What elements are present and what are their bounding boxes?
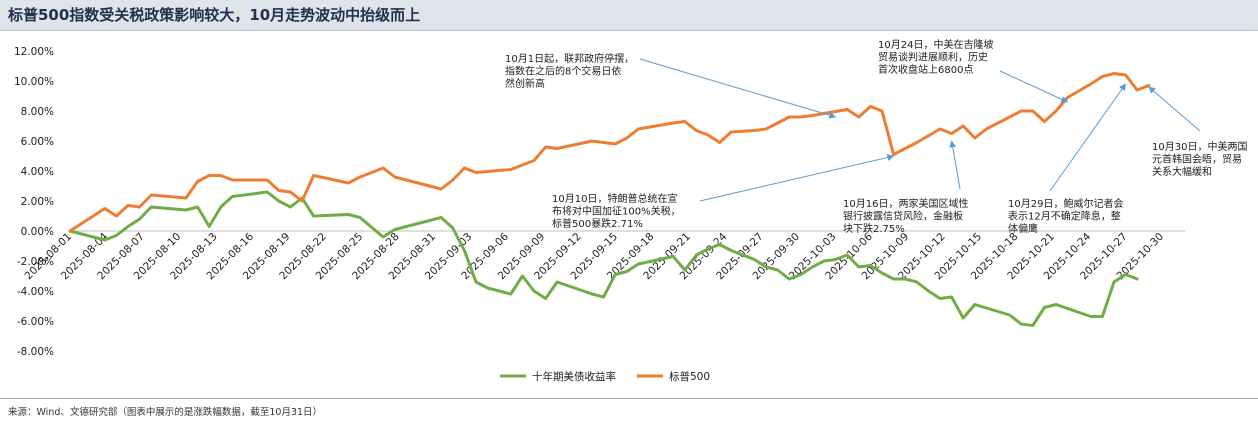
y-tick-label: 4.00%: [21, 166, 54, 178]
source-note: 来源：Wind、文德研究部（图表中展示的是涨跌幅数据，截至10月31日）: [8, 407, 323, 418]
annotation-arrow: [639, 58, 837, 119]
annotation-arrow: [999, 70, 1069, 103]
legend: 十年期美债收益率 标普500: [500, 370, 710, 383]
y-tick-label: -4.00%: [17, 286, 54, 298]
footer-divider: [0, 398, 1258, 399]
annotation-arrow: [949, 140, 961, 190]
y-tick-label: 2.00%: [21, 196, 54, 208]
y-tick-label: -6.00%: [17, 316, 54, 328]
y-tick-label: 10.00%: [14, 76, 54, 88]
annotation-text: 体偏鹰: [1008, 222, 1038, 235]
series-group: [68, 72, 1151, 327]
x-axis: 2025-08-012025-08-042025-08-072025-08-10…: [22, 230, 1166, 282]
legend-label: 标普500: [669, 370, 710, 383]
y-axis: 12.00% 10.00% 8.00% 6.00% 4.00% 2.00% 0.00% -2.…: [14, 46, 1185, 358]
annotation-text: 贸易谈判进展顺利，历史: [878, 51, 988, 64]
annotation-text: 然创新高: [505, 77, 545, 90]
legend-label: 十年期美债收益率: [532, 370, 616, 383]
treasury-yield-line: [68, 190, 1139, 327]
chart-title: 标普500指数受关税政策影响较大，10月走势波动中抬级而上: [8, 6, 421, 24]
annotation-text: 块下跌2.75%: [843, 222, 905, 235]
annotation-arrow: [699, 154, 895, 202]
annotation-text: 首次收盘站上6800点: [878, 63, 973, 76]
annotation-text: 标普500暴跌2.71%: [552, 217, 643, 230]
y-tick-label: 12.00%: [14, 46, 54, 58]
y-tick-label: 6.00%: [21, 136, 54, 148]
annotation-arrow: [1148, 86, 1201, 132]
annotation-text: 10月1日起，联邦政府停摆，: [505, 52, 634, 65]
annotation-text: 10月30日，中美两国: [1152, 140, 1247, 153]
annotation-text: 10月24日，中美在吉隆坡: [878, 38, 993, 51]
title-bar: 标普500指数受关税政策影响较大，10月走势波动中抬级而上: [0, 0, 1258, 31]
y-tick-label: 0.00%: [21, 226, 54, 238]
line-chart: 12.00% 10.00% 8.00% 6.00% 4.00% 2.00% 0.00% -2.…: [14, 38, 1248, 383]
annotation-text: 10月29日，鲍威尔记者会: [1008, 197, 1123, 210]
annotation-text: 关系大幅缓和: [1152, 165, 1212, 178]
annotation-text: 表示12月不确定降息，整: [1008, 210, 1121, 223]
annotation-arrow: [1049, 83, 1127, 192]
annotation-text: 布将对中国加征100%关税，: [552, 205, 681, 218]
y-tick-label: -2.00%: [17, 256, 54, 268]
annotation-text: 银行披露信贷风险，金融板: [843, 210, 963, 223]
annotation-text: 指数在之后的8个交易日依: [505, 65, 621, 78]
annotation-text: 10月16日，两家美国区域性: [843, 197, 968, 210]
y-tick-label: -8.00%: [17, 346, 54, 358]
sp500-line: [68, 72, 1151, 233]
annotation-text: 10月10日，特朗普总统在宣: [552, 192, 677, 205]
y-tick-label: 8.00%: [21, 106, 54, 118]
annotation-text: 元首韩国会晤，贸易: [1152, 153, 1242, 166]
